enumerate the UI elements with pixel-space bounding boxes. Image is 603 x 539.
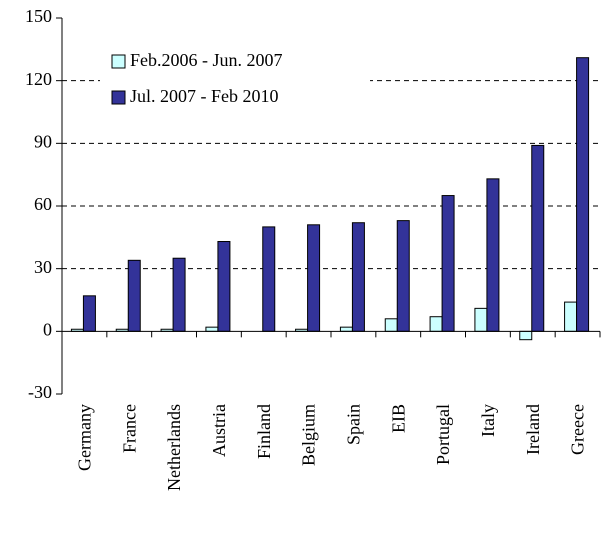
bar [262, 226, 276, 332]
bar [564, 301, 578, 332]
y-tick-label: 150 [25, 6, 52, 26]
y-tick-label: 30 [34, 257, 52, 277]
legend-label: Jul. 2007 - Feb 2010 [130, 86, 279, 106]
y-tick-label: 60 [34, 194, 52, 214]
bar [82, 295, 96, 332]
x-tick-label: Germany [75, 404, 95, 471]
bar [217, 241, 231, 332]
x-tick-label: Ireland [523, 404, 543, 455]
bar [205, 326, 219, 332]
bar [396, 220, 410, 332]
bar [127, 259, 141, 332]
x-tick-label: Greece [568, 404, 588, 455]
y-tick-label: 120 [25, 69, 52, 89]
legend-label: Feb.2006 - Jun. 2007 [130, 50, 283, 70]
x-tick-label: Spain [344, 404, 364, 445]
y-tick-label: 90 [34, 131, 52, 151]
bar [486, 178, 500, 332]
y-tick-label: 0 [43, 319, 52, 339]
x-tick-label: Finland [254, 404, 274, 459]
bar [441, 195, 455, 332]
bar [384, 318, 398, 332]
bar [519, 330, 533, 341]
bar [531, 144, 545, 332]
legend-swatch [111, 90, 126, 105]
y-tick-label: -30 [28, 382, 52, 402]
x-tick-label: France [119, 404, 139, 453]
bar [351, 222, 365, 332]
legend-swatch [111, 54, 126, 69]
x-tick-label: Italy [478, 404, 498, 437]
bar [429, 316, 443, 332]
bar [307, 224, 321, 332]
bar [172, 257, 186, 332]
x-tick-label: Portugal [433, 404, 453, 465]
x-tick-label: Belgium [299, 404, 319, 466]
x-tick-label: EIB [388, 404, 408, 433]
bar [576, 57, 590, 332]
x-tick-label: Austria [209, 404, 229, 457]
x-tick-label: Netherlands [164, 404, 184, 491]
bar [339, 326, 353, 332]
bar [474, 307, 488, 332]
legend-box [100, 22, 370, 114]
